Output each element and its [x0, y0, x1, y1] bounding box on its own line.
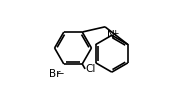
Text: Br: Br	[49, 70, 61, 79]
Text: −: −	[56, 69, 65, 79]
Text: +: +	[111, 29, 118, 38]
Text: N: N	[107, 30, 115, 40]
Text: Cl: Cl	[86, 64, 96, 74]
